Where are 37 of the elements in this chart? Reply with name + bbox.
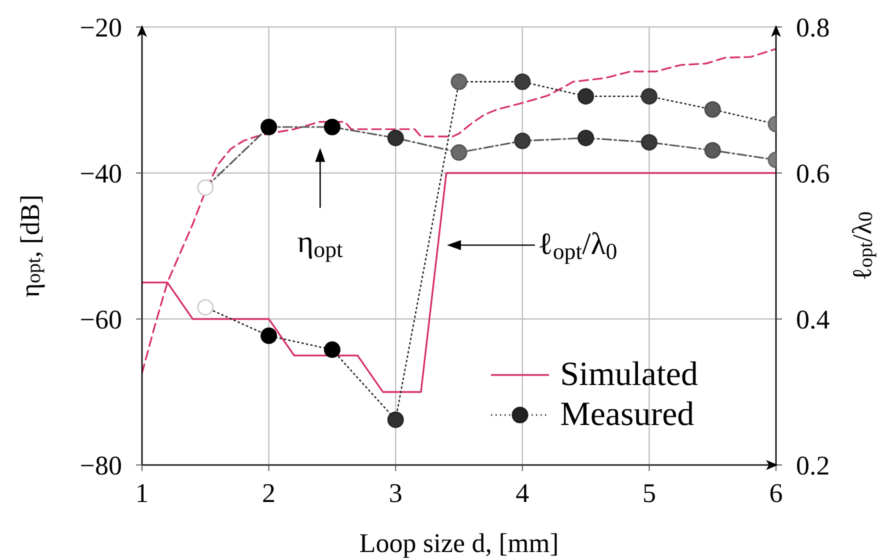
- point: [324, 341, 340, 358]
- point: [260, 118, 278, 136]
- point: [387, 411, 404, 428]
- y2-tick-label: 0.8: [796, 12, 830, 43]
- point: [640, 134, 658, 151]
- legend-label: Measured: [560, 395, 694, 435]
- y-tick-label: −60: [80, 304, 122, 335]
- point: [450, 74, 468, 90]
- y-tick-label: −20: [80, 12, 122, 43]
- point: [640, 88, 658, 105]
- point: [514, 74, 531, 90]
- point: [578, 88, 594, 105]
- x-tick-label: 5: [642, 478, 656, 508]
- annotation: ℓ$_{opt}$/λ$_{0}$: [538, 226, 618, 264]
- x-tick-label: 1: [135, 478, 149, 508]
- point: [704, 101, 721, 118]
- annotation: η$_{opt}$: [297, 224, 344, 262]
- x-tick-label: 2: [262, 478, 276, 508]
- x-tick-label: 6: [769, 478, 783, 508]
- legend-label: Simulated: [560, 355, 698, 395]
- y-tick-label: −80: [80, 450, 122, 481]
- y-tick-label: −40: [80, 158, 122, 189]
- point: [197, 299, 214, 316]
- x-tick-label: 3: [388, 478, 402, 508]
- x-tick-label: 4: [516, 478, 530, 508]
- y2-tick-label: 0.4: [796, 304, 830, 335]
- point: [324, 118, 340, 136]
- y2-tick-label: 0.6: [796, 158, 830, 189]
- point: [387, 130, 404, 146]
- x-axis-title: Loop size d, [mm]: [359, 528, 559, 558]
- point: [450, 144, 468, 161]
- point: [514, 132, 531, 150]
- point: [704, 142, 721, 159]
- point: [578, 130, 594, 146]
- y2-tick-label: 0.2: [796, 450, 830, 481]
- point: [197, 179, 214, 196]
- point: [260, 328, 278, 344]
